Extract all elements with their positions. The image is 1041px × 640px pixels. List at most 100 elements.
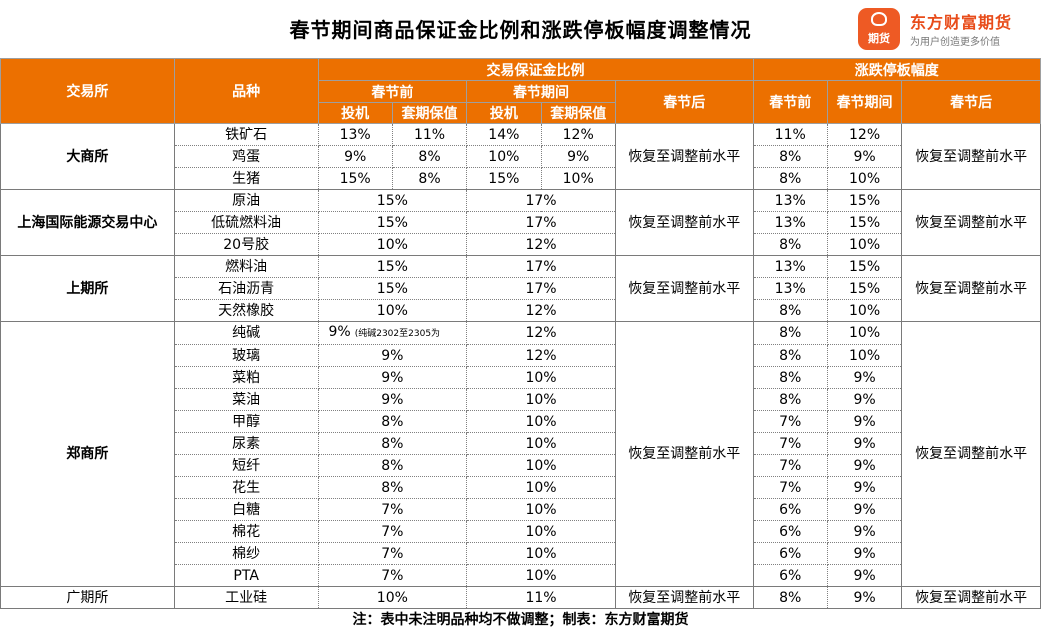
limit-cell: 13% bbox=[752, 277, 828, 300]
variety-cell: 玻璃 bbox=[173, 344, 319, 367]
limit-cell: 15% bbox=[826, 189, 903, 212]
footer-note: 注：表中未注明品种均不做调整；制表：东方财富期货 bbox=[352, 612, 689, 628]
margin-cell: 8% bbox=[317, 454, 468, 477]
limit-cell: 9% bbox=[826, 564, 903, 587]
margin-cell: 13% bbox=[317, 123, 393, 146]
table-row: 棉花 7% 10% 6% 9% bbox=[1, 520, 1041, 543]
variety-cell: 工业硅 bbox=[173, 586, 319, 609]
limit-after-shfe: 恢复至调整前水平 bbox=[901, 255, 1041, 322]
limit-after-gfex: 恢复至调整前水平 bbox=[901, 586, 1041, 609]
limit-cell: 8% bbox=[752, 344, 828, 367]
margin-cell: 15% bbox=[466, 167, 542, 190]
logo-text: 期货 bbox=[868, 32, 890, 45]
limit-cell: 6% bbox=[752, 542, 828, 565]
limit-cell: 9% bbox=[826, 388, 903, 411]
table-row: 花生 8% 10% 7% 9% bbox=[1, 476, 1041, 499]
margin-after-dce: 恢复至调整前水平 bbox=[614, 123, 754, 190]
limit-cell: 7% bbox=[752, 454, 828, 477]
limit-cell: 13% bbox=[752, 255, 828, 278]
header-limit-during: 春节期间 bbox=[826, 80, 903, 124]
limit-after-ine: 恢复至调整前水平 bbox=[901, 189, 1041, 256]
limit-cell: 9% bbox=[826, 145, 903, 168]
margin-after-shfe: 恢复至调整前水平 bbox=[614, 255, 754, 322]
exchange-gfex: 广期所 bbox=[0, 586, 175, 609]
variety-cell: 尿素 bbox=[173, 432, 319, 455]
limit-cell: 10% bbox=[826, 167, 903, 190]
table-row: 低硫燃料油 15% 17% 13% 15% bbox=[1, 211, 1041, 234]
exchange-czce: 郑商所 bbox=[0, 321, 175, 587]
table-row: PTA 7% 10% 6% 9% bbox=[1, 564, 1041, 587]
margin-cell: 7% bbox=[317, 520, 468, 543]
limit-cell: 6% bbox=[752, 520, 828, 543]
limit-cell: 15% bbox=[826, 277, 903, 300]
limit-cell: 10% bbox=[826, 299, 903, 322]
margin-cell: 15% bbox=[317, 211, 468, 234]
variety-cell: 花生 bbox=[173, 476, 319, 499]
table-row: 石油沥青 15% 17% 13% 15% bbox=[1, 277, 1041, 300]
margin-value: 9% bbox=[328, 324, 351, 340]
margin-after-gfex: 恢复至调整前水平 bbox=[614, 586, 754, 609]
header-before-hedge: 套期保值 bbox=[391, 102, 468, 124]
brand-slogan: 为用户创造更多价值 bbox=[910, 37, 1000, 48]
limit-cell: 10% bbox=[826, 321, 903, 345]
header: 春节期间商品保证金比例和涨跌停板幅度调整情况 期货 东方财富期货 为用户创造更多… bbox=[0, 0, 1041, 58]
exchange-dce: 大商所 bbox=[0, 123, 175, 190]
table-row: 郑商所 纯碱 9% (纯碱2302至2305为 12% 恢复至调整前水平 8% 1… bbox=[0, 321, 1041, 587]
margin-cell: 17% bbox=[466, 189, 616, 212]
margin-cell: 10% bbox=[466, 366, 616, 389]
variety-cell: 白糖 bbox=[173, 498, 319, 521]
header-limit-after: 春节后 bbox=[901, 80, 1041, 124]
margin-cell: 15% bbox=[317, 255, 468, 278]
limit-cell: 11% bbox=[752, 123, 828, 146]
margin-cell: 10% bbox=[317, 299, 468, 322]
margin-cell: 12% bbox=[466, 321, 616, 345]
limit-cell: 8% bbox=[752, 299, 828, 322]
header-margin-group: 交易保证金比例 bbox=[317, 58, 754, 81]
table-row: 鸡蛋 9% 8% 10% 9% 8% 9% bbox=[1, 145, 1041, 168]
variety-cell: 燃料油 bbox=[173, 255, 319, 278]
variety-cell: 天然橡胶 bbox=[173, 299, 319, 322]
margin-cell: 7% bbox=[317, 498, 468, 521]
limit-cell: 8% bbox=[752, 366, 828, 389]
limit-cell: 9% bbox=[826, 520, 903, 543]
margin-cell: 15% bbox=[317, 277, 468, 300]
table-row: 短纤 8% 10% 7% 9% bbox=[1, 454, 1041, 477]
margin-cell: 10% bbox=[540, 167, 616, 190]
page-title: 春节期间商品保证金比例和涨跌停板幅度调整情况 bbox=[289, 18, 752, 42]
table-row: 大商所 铁矿石 13% 11% 14% 12% 恢复至调整前水平 11% 12%… bbox=[0, 123, 1041, 190]
limit-cell: 8% bbox=[752, 145, 828, 168]
header-limit-before: 春节前 bbox=[752, 80, 828, 124]
table-row: 上海国际能源交易中心 原油 15% 17% 恢复至调整前水平 13% 15% 恢… bbox=[0, 189, 1041, 256]
margin-cell: 15% bbox=[317, 189, 468, 212]
variety-cell: 菜粕 bbox=[173, 366, 319, 389]
variety-cell: 棉花 bbox=[173, 520, 319, 543]
limit-after-czce: 恢复至调整前水平 bbox=[901, 321, 1041, 587]
variety-cell: 低硫燃料油 bbox=[173, 211, 319, 234]
margin-cell: 9% bbox=[317, 366, 468, 389]
margin-cell: 8% bbox=[317, 476, 468, 499]
limit-cell: 6% bbox=[752, 498, 828, 521]
margin-cell: 10% bbox=[317, 233, 468, 256]
header-margin-during: 春节期间 bbox=[466, 80, 616, 103]
margin-note: (纯碱2302至2305为 bbox=[354, 329, 441, 339]
margin-cell: 12% bbox=[466, 344, 616, 367]
variety-cell: 纯碱 bbox=[173, 321, 319, 345]
variety-cell: 短纤 bbox=[173, 454, 319, 477]
margin-cell: 9% bbox=[317, 344, 468, 367]
limit-cell: 9% bbox=[826, 542, 903, 565]
margin-cell: 10% bbox=[466, 410, 616, 433]
margin-cell: 10% bbox=[466, 564, 616, 587]
limit-cell: 9% bbox=[826, 366, 903, 389]
limit-cell: 9% bbox=[826, 454, 903, 477]
table-row: 上期所 燃料油 15% 17% 恢复至调整前水平 13% 15% 恢复至调整前水… bbox=[0, 255, 1041, 322]
header-limit-group: 涨跌停板幅度 bbox=[752, 58, 1041, 81]
limit-cell: 9% bbox=[826, 586, 903, 609]
margin-cell: 12% bbox=[540, 123, 616, 146]
margin-cell: 8% bbox=[391, 145, 468, 168]
variety-cell: 棉纱 bbox=[173, 542, 319, 565]
variety-cell: 石油沥青 bbox=[173, 277, 319, 300]
margin-cell: 17% bbox=[466, 277, 616, 300]
margin-cell: 8% bbox=[317, 410, 468, 433]
margin-cell: 7% bbox=[317, 542, 468, 565]
limit-cell: 9% bbox=[826, 410, 903, 433]
